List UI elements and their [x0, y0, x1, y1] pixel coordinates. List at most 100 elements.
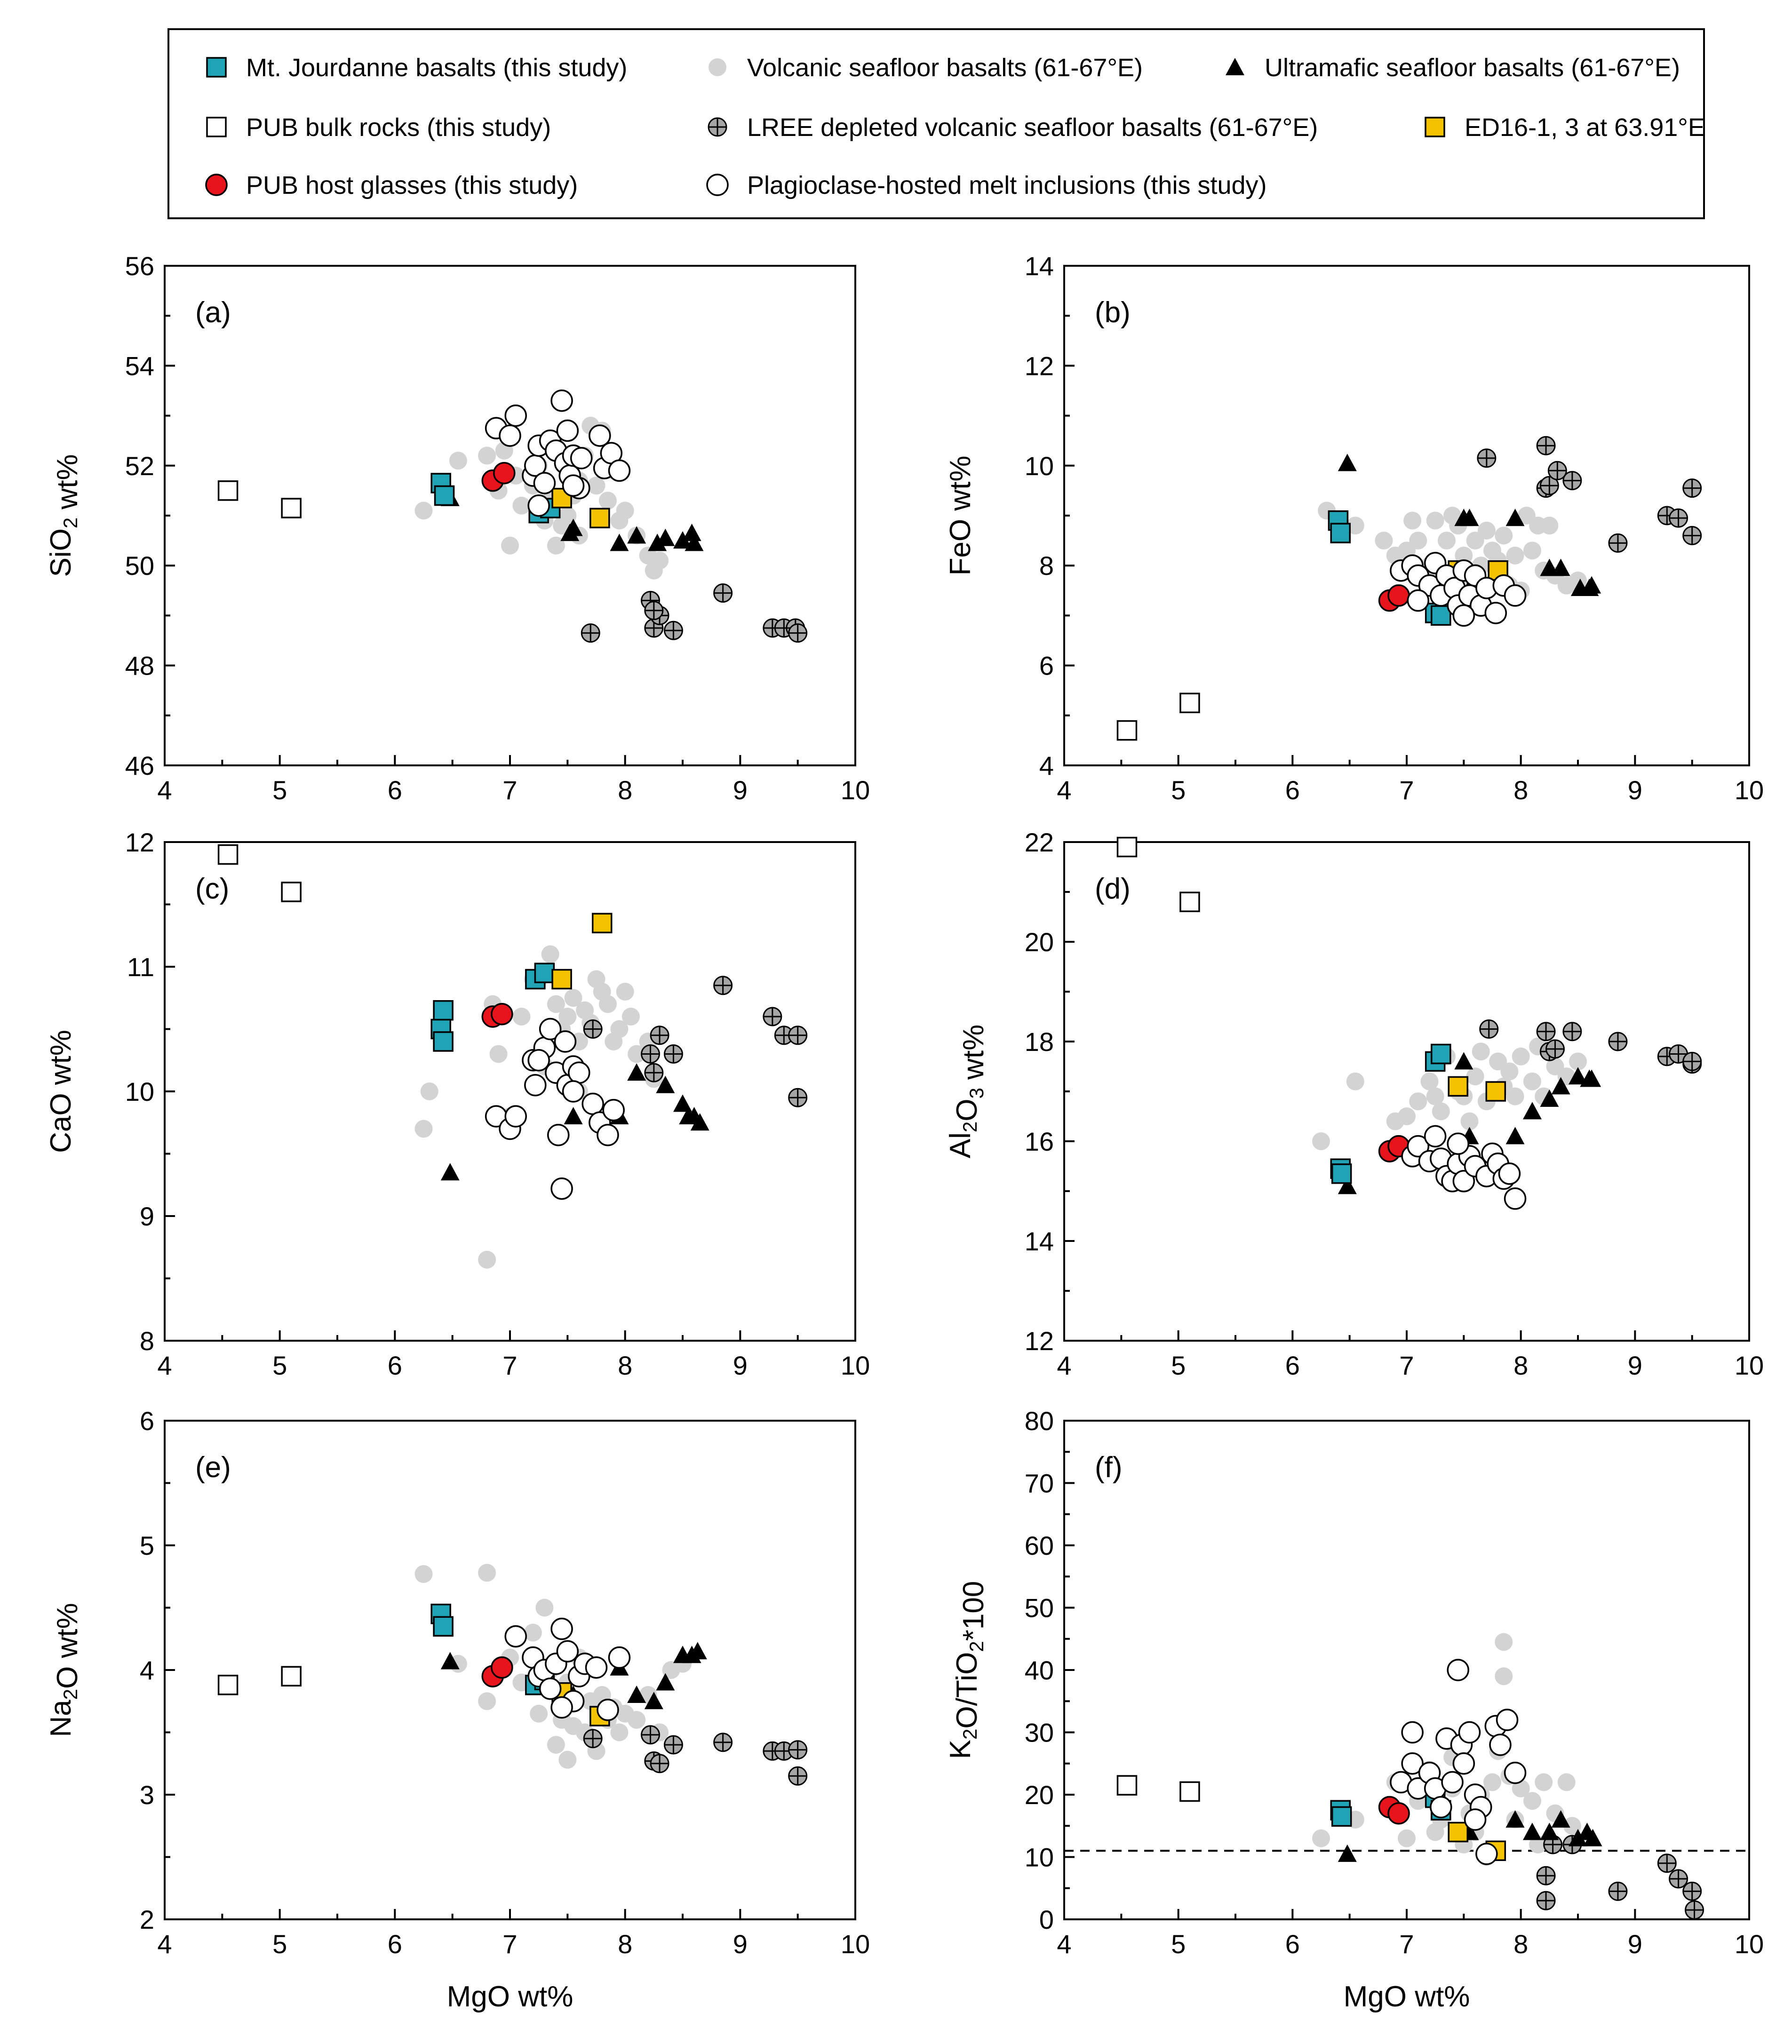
point-lree — [1562, 1022, 1582, 1042]
point-ed16 — [1448, 1821, 1468, 1843]
point-usb — [656, 528, 675, 546]
point-pmi — [581, 1092, 604, 1115]
point-pmi — [527, 494, 550, 517]
y-tick-label: 12 — [125, 827, 154, 857]
point-pmi — [562, 1080, 585, 1103]
point-vsb — [1437, 532, 1456, 550]
point-vsb — [1540, 517, 1559, 535]
point-vsb — [512, 496, 531, 515]
point-usb — [1522, 1822, 1542, 1840]
x-tick-label: 7 — [1399, 1351, 1414, 1380]
point-pmi — [533, 472, 556, 494]
point-pmi — [550, 1177, 573, 1200]
point-pmi — [527, 1049, 550, 1072]
point-vsb — [1426, 1823, 1444, 1841]
point-vsb — [1312, 1132, 1330, 1150]
legend-label-mj: Mt. Jourdanne basalts (this study) — [246, 54, 627, 82]
point-pubbulk — [217, 480, 239, 501]
y-tick-label: 4 — [140, 1655, 154, 1685]
x-tick-label: 8 — [618, 1351, 632, 1380]
point-pmi — [1464, 1808, 1487, 1831]
point-vsb — [478, 1564, 496, 1582]
y-tick-label: 54 — [125, 351, 154, 381]
x-tick-label: 8 — [1513, 1929, 1528, 1959]
point-vsb — [1426, 1087, 1444, 1106]
point-lree — [581, 623, 600, 643]
point-vsb — [1420, 1072, 1439, 1090]
point-vsb — [1483, 1773, 1501, 1791]
point-usb — [648, 533, 667, 551]
point-usb — [564, 518, 583, 536]
x-tick-label: 8 — [618, 1929, 632, 1959]
point-usb — [1569, 1829, 1587, 1846]
point-ed16 — [1448, 1076, 1468, 1097]
point-vsb — [1535, 1773, 1553, 1791]
point-pmi — [1407, 589, 1430, 612]
point-pubglass — [1387, 1802, 1410, 1825]
point-pmi — [550, 389, 573, 412]
point-usb — [440, 1652, 460, 1670]
x-tick-label: 5 — [272, 775, 287, 805]
x-tick-label: 10 — [841, 775, 870, 805]
legend-marker-pubglass — [205, 174, 228, 196]
x-tick-label: 9 — [1628, 1351, 1642, 1380]
point-usb — [688, 1642, 707, 1660]
point-lree — [1477, 448, 1497, 468]
x-tick-label: 5 — [1171, 1929, 1186, 1959]
point-vsb — [489, 1045, 508, 1063]
point-vsb — [524, 1623, 542, 1642]
point-vsb — [1409, 1092, 1427, 1111]
point-vsb — [1495, 526, 1513, 545]
point-vsb — [610, 1020, 629, 1038]
panel-c: 4 5 6 7 8 9 10 8 9 10 11 12 (c) CaO wt% — [45, 827, 870, 1380]
point-vsb — [1523, 541, 1541, 560]
point-vsb — [1495, 1633, 1513, 1651]
point-pmi — [1401, 1752, 1424, 1775]
point-vsb — [1523, 1072, 1541, 1090]
point-lree — [1539, 476, 1559, 495]
legend-marker-mj — [206, 57, 227, 78]
y-tick-label: 52 — [125, 451, 154, 481]
point-vsb — [478, 446, 496, 465]
y-tick-label: 56 — [125, 251, 154, 281]
panel-label: (b) — [1095, 296, 1131, 329]
legend-marker-pmi — [706, 174, 729, 196]
point-usb — [1505, 509, 1525, 526]
point-pmi — [1424, 1125, 1447, 1148]
point-mj — [433, 1000, 454, 1021]
point-lree — [1682, 478, 1702, 498]
x-tick-label: 9 — [733, 775, 748, 805]
point-vsb — [1398, 1829, 1416, 1847]
point-lree — [788, 1088, 808, 1107]
point-usb — [610, 533, 629, 551]
point-vsb — [501, 536, 519, 555]
point-pmi — [1504, 1187, 1527, 1210]
point-pmi — [562, 474, 585, 497]
point-vsb — [478, 1692, 496, 1710]
point-vsb — [1403, 511, 1422, 530]
point-pubbulk — [1116, 1775, 1138, 1796]
point-pubglass — [491, 1656, 513, 1679]
x-tick-label: 4 — [157, 1929, 172, 1959]
point-lree — [788, 1740, 808, 1760]
point-lree — [1608, 1032, 1628, 1051]
point-lree — [1562, 471, 1582, 491]
point-vsb — [616, 501, 634, 520]
point-pmi — [1407, 1135, 1430, 1158]
y-tick-label: 50 — [125, 551, 154, 581]
point-lree — [1608, 533, 1628, 553]
point-ed16 — [551, 488, 572, 509]
point-usb — [1338, 453, 1357, 471]
point-usb — [644, 1692, 663, 1710]
point-pmi — [608, 1646, 631, 1669]
point-vsb — [1495, 1667, 1513, 1686]
point-vsb — [1512, 1047, 1530, 1066]
point-vsb — [1506, 1087, 1524, 1106]
point-pubbulk — [281, 498, 302, 518]
point-vsb — [1563, 1817, 1581, 1835]
point-vsb — [651, 551, 669, 570]
point-lree — [650, 1754, 669, 1774]
point-ed16 — [551, 969, 572, 990]
point-vsb — [1432, 1102, 1450, 1121]
point-pmi — [499, 424, 521, 447]
